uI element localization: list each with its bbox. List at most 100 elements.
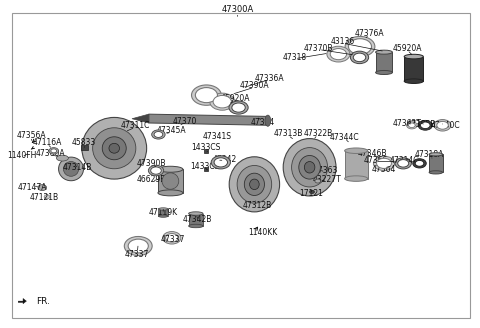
Ellipse shape <box>148 165 164 176</box>
Text: 43227T: 43227T <box>313 175 342 184</box>
Ellipse shape <box>345 176 368 181</box>
Ellipse shape <box>429 153 443 156</box>
Text: 45920A: 45920A <box>220 94 250 103</box>
Text: 17121: 17121 <box>299 189 323 198</box>
Ellipse shape <box>210 93 235 110</box>
Ellipse shape <box>375 71 392 74</box>
Bar <box>429 154 443 173</box>
Ellipse shape <box>418 120 432 130</box>
Ellipse shape <box>304 161 315 173</box>
Ellipse shape <box>395 158 411 169</box>
Ellipse shape <box>102 137 126 160</box>
Ellipse shape <box>229 157 279 212</box>
Text: 47344C: 47344C <box>330 133 360 142</box>
Text: 47390B: 47390B <box>137 159 167 168</box>
Ellipse shape <box>244 173 264 195</box>
Text: 47312B: 47312B <box>242 200 271 210</box>
Bar <box>404 56 423 81</box>
Text: 47313B: 47313B <box>273 129 303 138</box>
Ellipse shape <box>38 185 47 191</box>
Polygon shape <box>149 114 269 125</box>
Ellipse shape <box>292 148 327 187</box>
Text: 47116A: 47116A <box>32 138 62 147</box>
Ellipse shape <box>434 119 451 131</box>
Ellipse shape <box>82 117 147 179</box>
Polygon shape <box>132 114 149 123</box>
Text: 47341S: 47341S <box>203 132 232 141</box>
Ellipse shape <box>413 159 426 168</box>
Bar <box>81 145 88 150</box>
Ellipse shape <box>158 208 168 210</box>
Text: 46629B: 46629B <box>137 175 167 184</box>
Text: 47337: 47337 <box>161 235 185 244</box>
Text: 47362T: 47362T <box>393 118 421 128</box>
Bar <box>345 151 368 178</box>
Ellipse shape <box>265 115 271 126</box>
Ellipse shape <box>109 143 120 153</box>
Ellipse shape <box>397 160 408 167</box>
Text: 1140FH: 1140FH <box>7 151 36 160</box>
Text: 47370B: 47370B <box>304 44 334 53</box>
Text: 47390A: 47390A <box>240 81 269 91</box>
Ellipse shape <box>154 132 163 137</box>
Ellipse shape <box>158 166 183 172</box>
Ellipse shape <box>93 128 136 169</box>
Ellipse shape <box>63 162 79 176</box>
Ellipse shape <box>57 155 69 161</box>
Ellipse shape <box>128 239 148 253</box>
Text: 47370: 47370 <box>173 116 197 126</box>
Ellipse shape <box>163 232 181 244</box>
Ellipse shape <box>345 36 375 57</box>
Text: 47363: 47363 <box>313 166 337 175</box>
Ellipse shape <box>408 123 415 128</box>
Ellipse shape <box>232 103 245 112</box>
Ellipse shape <box>158 215 168 217</box>
Ellipse shape <box>250 179 259 190</box>
Ellipse shape <box>214 158 228 167</box>
Ellipse shape <box>420 122 430 129</box>
Text: 47356A: 47356A <box>16 131 46 140</box>
Ellipse shape <box>415 160 424 166</box>
Ellipse shape <box>437 121 448 129</box>
Ellipse shape <box>158 190 183 196</box>
Text: 47314B: 47314B <box>63 163 93 173</box>
Ellipse shape <box>404 79 423 83</box>
Ellipse shape <box>407 122 417 129</box>
Ellipse shape <box>375 50 392 54</box>
Text: 47342B: 47342B <box>183 215 213 224</box>
Ellipse shape <box>237 165 272 203</box>
Ellipse shape <box>429 171 443 174</box>
Text: 47322B: 47322B <box>303 129 332 138</box>
Text: 47385B: 47385B <box>407 120 436 129</box>
Text: 47147A: 47147A <box>18 183 48 192</box>
Ellipse shape <box>59 157 84 181</box>
Ellipse shape <box>213 95 231 108</box>
Ellipse shape <box>373 156 395 171</box>
Ellipse shape <box>404 54 423 59</box>
Text: 1140KK: 1140KK <box>249 228 277 237</box>
Ellipse shape <box>189 212 203 215</box>
Ellipse shape <box>376 158 392 169</box>
Text: 47345A: 47345A <box>157 126 187 135</box>
Bar <box>376 52 393 72</box>
Text: 47318A: 47318A <box>415 150 444 159</box>
Text: 47342: 47342 <box>213 154 237 164</box>
Text: 1433CS: 1433CS <box>191 143 220 152</box>
Text: 47318: 47318 <box>283 53 307 62</box>
Text: 47121B: 47121B <box>30 193 59 202</box>
Text: 47376A: 47376A <box>355 29 384 38</box>
Ellipse shape <box>229 101 248 114</box>
Text: 47366: 47366 <box>363 155 387 165</box>
Text: 43136: 43136 <box>331 37 355 47</box>
Ellipse shape <box>299 155 321 179</box>
Text: 47337: 47337 <box>125 250 149 259</box>
Text: 47314C: 47314C <box>389 155 419 165</box>
Text: 47340C: 47340C <box>431 121 460 130</box>
Ellipse shape <box>283 138 336 196</box>
Ellipse shape <box>327 46 350 62</box>
Ellipse shape <box>166 234 178 242</box>
Text: 47311C: 47311C <box>120 121 150 131</box>
Ellipse shape <box>51 149 57 153</box>
Text: 47314: 47314 <box>251 117 275 127</box>
Polygon shape <box>18 298 26 304</box>
